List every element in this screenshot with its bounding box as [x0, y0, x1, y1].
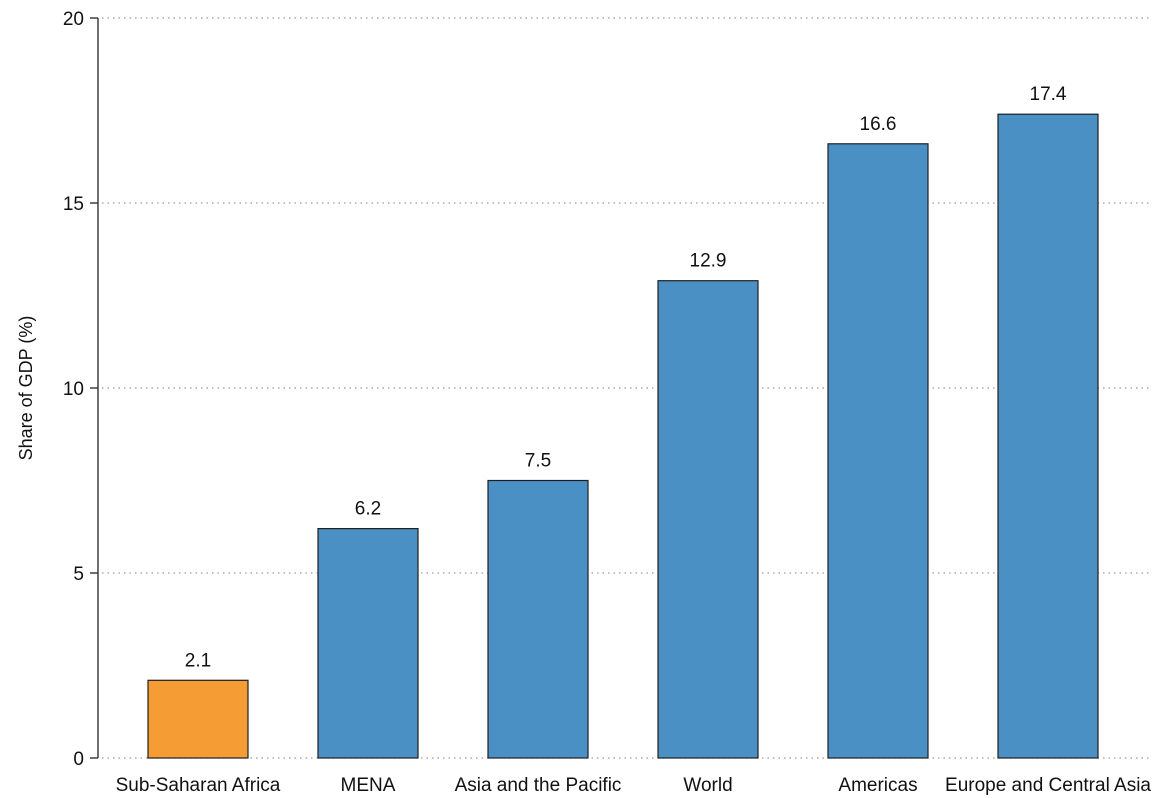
bar	[147, 679, 249, 759]
x-category-label: MENA	[341, 775, 396, 796]
y-axis-title: Share of GDP (%)	[16, 316, 36, 461]
data-label: 7.5	[525, 451, 551, 472]
y-tick-label: 5	[73, 564, 84, 585]
y-tick-label: 0	[73, 749, 84, 770]
bar	[997, 113, 1099, 759]
grid-layer	[102, 17, 1150, 759]
labels-layer: 2.1 Sub-Saharan Africa 6.2 MENA 7.5 Asia and …	[116, 84, 1152, 796]
data-label: 6.2	[355, 499, 381, 520]
y-tick-label: 15	[63, 194, 84, 215]
bar	[487, 479, 589, 759]
bar	[657, 280, 759, 759]
data-label: 12.9	[690, 251, 727, 272]
y-tick-label: 10	[63, 379, 84, 400]
data-label: 2.1	[185, 650, 211, 671]
x-category-label: Sub-Saharan Africa	[116, 775, 281, 796]
x-category-label: World	[683, 775, 732, 796]
x-category-label: Americas	[838, 775, 917, 796]
bars-layer	[147, 113, 1099, 759]
y-tick-label: 20	[63, 9, 84, 30]
data-label: 17.4	[1030, 84, 1067, 105]
data-label: 16.6	[860, 114, 897, 135]
axis-layer: 0 5 10 15 20	[63, 9, 99, 770]
x-category-label: Asia and the Pacific	[455, 775, 622, 796]
bar	[827, 143, 929, 759]
x-category-label: Europe and Central Asia	[945, 775, 1151, 796]
bar	[317, 527, 419, 759]
